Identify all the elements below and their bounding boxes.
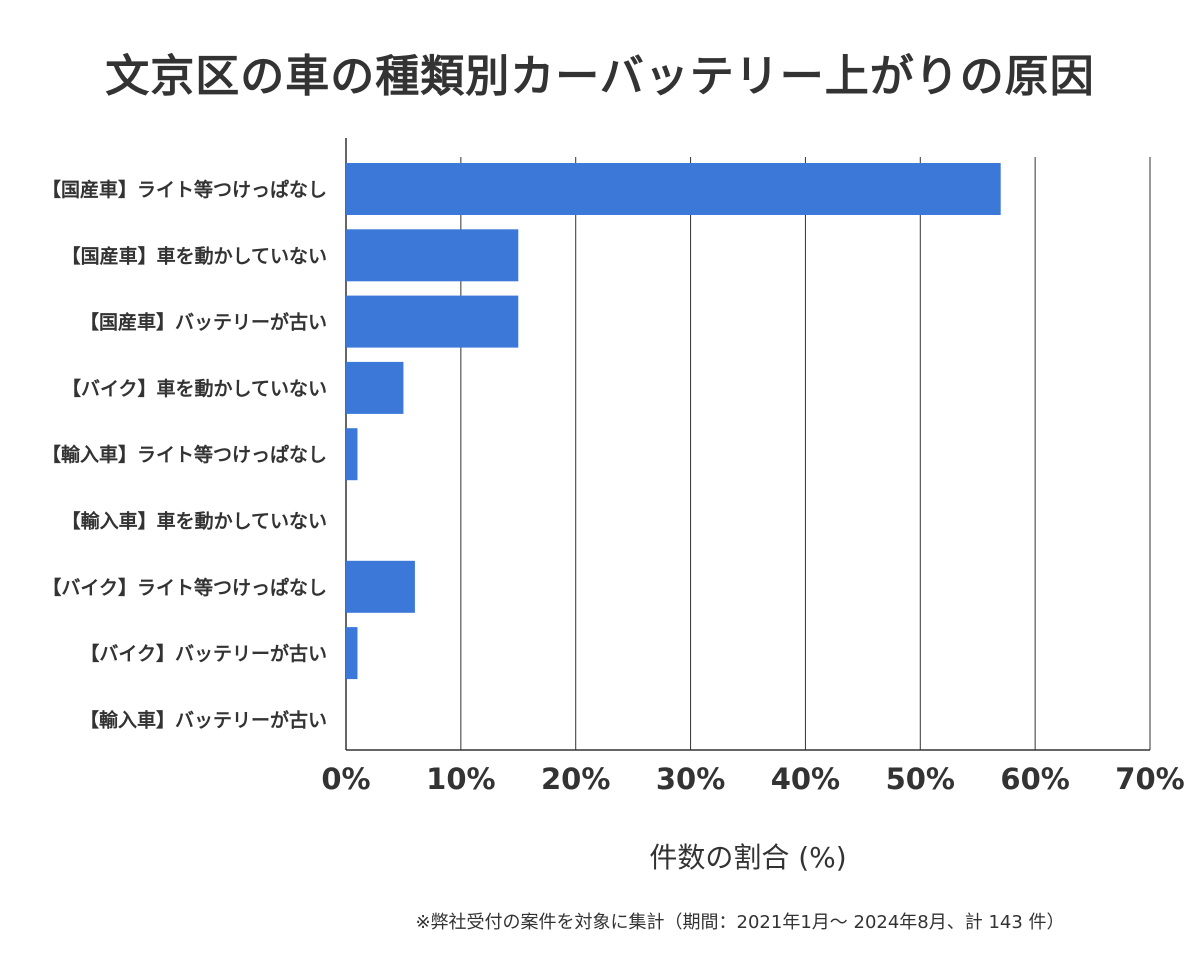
bar [346, 428, 358, 481]
bar [346, 361, 404, 414]
x-tick-label: 60% [1000, 762, 1069, 796]
x-tick-label: 10% [426, 762, 495, 796]
footnote: ※弊社受付の案件を対象に集計（期間：2021年1月～ 2024年8月、計 143… [415, 912, 1065, 933]
x-tick-label: 70% [1115, 762, 1184, 796]
x-tick-label: 30% [656, 762, 725, 796]
y-category-label: 【国産車】バッテリーが古い [80, 311, 327, 334]
x-tick-label: 40% [771, 762, 840, 796]
y-category-label: 【バイク】ライト等つけっぱなし [42, 576, 327, 599]
y-category-label: 【国産車】車を動かしていない [62, 244, 327, 267]
y-category-label: 【輸入車】バッテリーが古い [80, 708, 327, 731]
x-tick-label: 20% [541, 762, 610, 796]
y-category-label: 【国産車】ライト等つけっぱなし [42, 178, 327, 201]
bar [346, 229, 519, 282]
bar [346, 163, 1001, 215]
bar [346, 295, 519, 348]
x-tick-label: 0% [321, 762, 370, 796]
y-category-label: 【輸入車】車を動かしていない [62, 510, 327, 533]
y-category-label: 【バイク】バッテリーが古い [80, 642, 327, 665]
bar [346, 627, 358, 680]
y-category-label: 【輸入車】ライト等つけっぱなし [42, 443, 327, 466]
bar [346, 560, 415, 613]
x-tick-label: 50% [886, 762, 955, 796]
y-category-label: 【バイク】車を動かしていない [62, 377, 327, 400]
chart-title: 文京区の車の種類別カーバッテリー上がりの原因 [105, 51, 1095, 102]
x-axis-label: 件数の割合 (%) [649, 841, 847, 874]
